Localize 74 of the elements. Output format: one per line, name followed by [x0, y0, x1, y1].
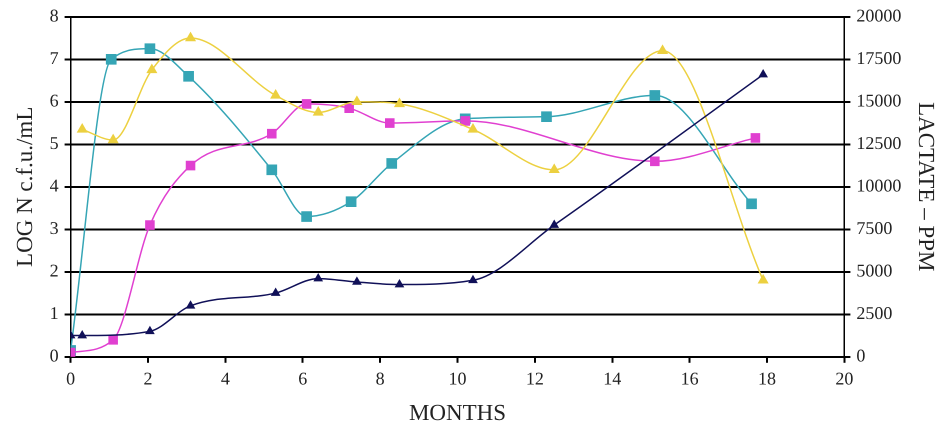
x-tick-label: 16 — [680, 368, 699, 388]
point — [186, 160, 196, 170]
x-tick-label: 20 — [835, 368, 854, 388]
point — [186, 300, 195, 309]
point — [145, 220, 155, 230]
x-tick-label: 10 — [448, 368, 466, 388]
point — [344, 103, 354, 113]
point — [270, 90, 281, 99]
point — [758, 70, 768, 78]
y-tick-label: 7 — [50, 48, 59, 68]
y2-axis-title: LACTATE – PPM — [914, 102, 940, 272]
point — [468, 124, 478, 133]
point — [460, 116, 470, 126]
y-tick-label: 3 — [50, 218, 59, 238]
x-tick-label: 14 — [603, 368, 622, 388]
point — [649, 90, 660, 101]
point — [394, 98, 404, 108]
y2-tick-label: 20000 — [856, 6, 902, 26]
point — [313, 106, 324, 116]
point — [385, 118, 395, 128]
y-tick-label: 5 — [50, 133, 59, 154]
point — [271, 288, 280, 296]
point — [746, 198, 757, 210]
y-tick-label: 6 — [50, 90, 59, 111]
x-axis-title: MONTHS — [408, 400, 506, 426]
point — [144, 43, 156, 54]
point — [108, 134, 118, 144]
y2-tick-label: 2500 — [856, 303, 892, 324]
point — [146, 326, 154, 334]
point — [550, 220, 559, 228]
point — [346, 196, 356, 208]
point — [146, 64, 157, 74]
x-tick-label: 4 — [220, 368, 230, 388]
point — [386, 158, 398, 169]
point — [650, 156, 660, 166]
y2-tick-label: 10000 — [856, 176, 902, 196]
point — [352, 96, 362, 105]
point — [266, 164, 278, 176]
point — [352, 277, 362, 285]
x-tick-label: 0 — [66, 368, 76, 388]
y2-tick-label: 17500 — [856, 48, 902, 68]
point — [750, 133, 760, 143]
point — [314, 274, 323, 282]
y-tick-label: 8 — [50, 6, 59, 26]
x-tick-label: 8 — [376, 368, 385, 388]
y-tick-label: 4 — [50, 176, 59, 196]
point — [468, 275, 478, 284]
point — [78, 330, 87, 338]
point — [301, 211, 312, 222]
y2-tick-label: 12500 — [856, 133, 902, 154]
x-tick-label: 18 — [758, 368, 776, 388]
x-tick-label: 12 — [526, 368, 544, 388]
y-tick-label: 1 — [50, 303, 59, 324]
point — [267, 128, 277, 138]
y2-tick-label: 0 — [856, 346, 866, 366]
y2-tick-label: 5000 — [856, 260, 892, 281]
point — [302, 99, 312, 109]
point — [395, 280, 404, 288]
x-tick-label: 2 — [143, 368, 152, 388]
point — [658, 45, 668, 54]
y2-tick-label: 7500 — [856, 218, 892, 238]
point — [183, 70, 194, 82]
y2-tick-label: 15000 — [856, 90, 902, 111]
point — [541, 111, 552, 122]
y-axis-title: LOG N c.f.u./mL — [12, 106, 37, 267]
y-tick-label: 0 — [50, 346, 59, 366]
point — [758, 274, 768, 284]
x-tick-label: 6 — [298, 368, 308, 388]
point — [106, 54, 117, 65]
y-tick-label: 2 — [50, 260, 59, 281]
point — [108, 335, 118, 345]
point — [186, 32, 196, 42]
point — [549, 164, 560, 173]
point — [77, 124, 88, 133]
